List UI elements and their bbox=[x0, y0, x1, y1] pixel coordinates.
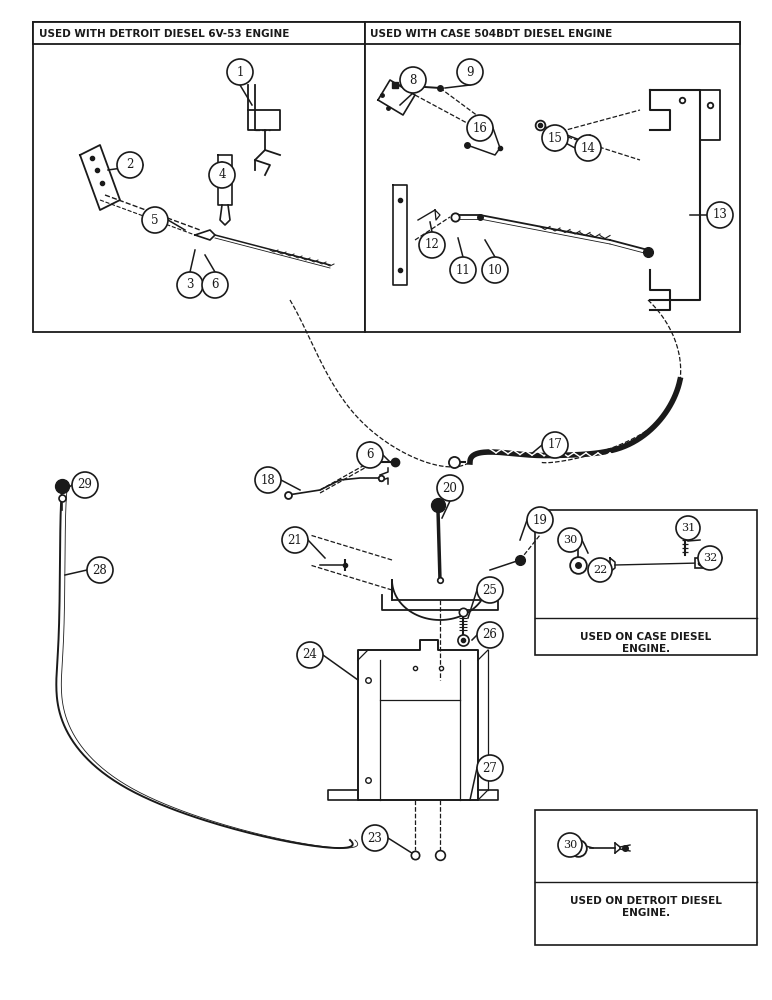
Circle shape bbox=[558, 528, 582, 552]
Text: 16: 16 bbox=[472, 121, 487, 134]
Circle shape bbox=[450, 257, 476, 283]
Text: 3: 3 bbox=[186, 278, 194, 292]
Text: 18: 18 bbox=[261, 474, 276, 487]
Bar bbox=[365, 22, 740, 44]
Text: 5: 5 bbox=[151, 214, 159, 227]
Circle shape bbox=[588, 558, 612, 582]
Text: 10: 10 bbox=[488, 263, 503, 276]
Text: 2: 2 bbox=[127, 158, 134, 172]
Circle shape bbox=[542, 125, 568, 151]
Circle shape bbox=[202, 272, 228, 298]
Text: USED ON CASE DIESEL
ENGINE.: USED ON CASE DIESEL ENGINE. bbox=[581, 632, 712, 654]
Circle shape bbox=[117, 152, 143, 178]
Bar bbox=[33, 22, 365, 44]
Circle shape bbox=[527, 507, 553, 533]
Circle shape bbox=[477, 755, 503, 781]
Bar bbox=[365, 22, 740, 332]
Circle shape bbox=[698, 546, 722, 570]
Text: 31: 31 bbox=[681, 523, 695, 533]
Bar bbox=[535, 810, 757, 945]
Text: 15: 15 bbox=[547, 131, 563, 144]
Circle shape bbox=[282, 527, 308, 553]
Text: USED ON DETROIT DIESEL
ENGINE.: USED ON DETROIT DIESEL ENGINE. bbox=[570, 896, 722, 918]
Circle shape bbox=[362, 825, 388, 851]
Text: 17: 17 bbox=[547, 438, 563, 452]
Text: 13: 13 bbox=[713, 209, 727, 222]
Text: 22: 22 bbox=[593, 565, 607, 575]
Text: 29: 29 bbox=[77, 479, 93, 491]
Text: 1: 1 bbox=[236, 66, 244, 79]
Text: 14: 14 bbox=[581, 141, 595, 154]
Text: USED WITH DETROIT DIESEL 6V-53 ENGINE: USED WITH DETROIT DIESEL 6V-53 ENGINE bbox=[39, 29, 290, 39]
Circle shape bbox=[457, 59, 483, 85]
Circle shape bbox=[477, 622, 503, 648]
Bar bbox=[535, 510, 757, 655]
Text: 25: 25 bbox=[482, 584, 497, 596]
Text: 20: 20 bbox=[442, 482, 458, 494]
Text: 26: 26 bbox=[482, 629, 497, 642]
Text: 6: 6 bbox=[366, 448, 374, 462]
Text: 23: 23 bbox=[367, 832, 382, 844]
Text: 27: 27 bbox=[482, 762, 497, 774]
Text: 12: 12 bbox=[425, 238, 439, 251]
Text: 8: 8 bbox=[409, 74, 417, 87]
Circle shape bbox=[142, 207, 168, 233]
Text: USED WITH CASE 504BDT DIESEL ENGINE: USED WITH CASE 504BDT DIESEL ENGINE bbox=[370, 29, 612, 39]
Circle shape bbox=[482, 257, 508, 283]
Circle shape bbox=[357, 442, 383, 468]
Circle shape bbox=[707, 202, 733, 228]
Circle shape bbox=[437, 475, 463, 501]
Text: 28: 28 bbox=[93, 564, 107, 576]
Circle shape bbox=[477, 577, 503, 603]
Bar bbox=[33, 22, 365, 332]
Text: 30: 30 bbox=[563, 840, 577, 850]
Circle shape bbox=[558, 833, 582, 857]
Circle shape bbox=[676, 516, 700, 540]
Circle shape bbox=[400, 67, 426, 93]
Text: 21: 21 bbox=[288, 534, 303, 546]
Text: 11: 11 bbox=[455, 263, 470, 276]
Text: 24: 24 bbox=[303, 648, 317, 662]
Text: 32: 32 bbox=[703, 553, 717, 563]
Text: 4: 4 bbox=[218, 168, 225, 182]
Text: 9: 9 bbox=[466, 66, 474, 79]
Circle shape bbox=[72, 472, 98, 498]
Text: 6: 6 bbox=[212, 278, 218, 292]
Circle shape bbox=[542, 432, 568, 458]
Circle shape bbox=[87, 557, 113, 583]
Circle shape bbox=[419, 232, 445, 258]
Circle shape bbox=[209, 162, 235, 188]
Circle shape bbox=[177, 272, 203, 298]
Circle shape bbox=[297, 642, 323, 668]
Circle shape bbox=[575, 135, 601, 161]
Circle shape bbox=[467, 115, 493, 141]
Circle shape bbox=[227, 59, 253, 85]
Text: 19: 19 bbox=[533, 514, 547, 526]
Circle shape bbox=[255, 467, 281, 493]
Text: 30: 30 bbox=[563, 535, 577, 545]
